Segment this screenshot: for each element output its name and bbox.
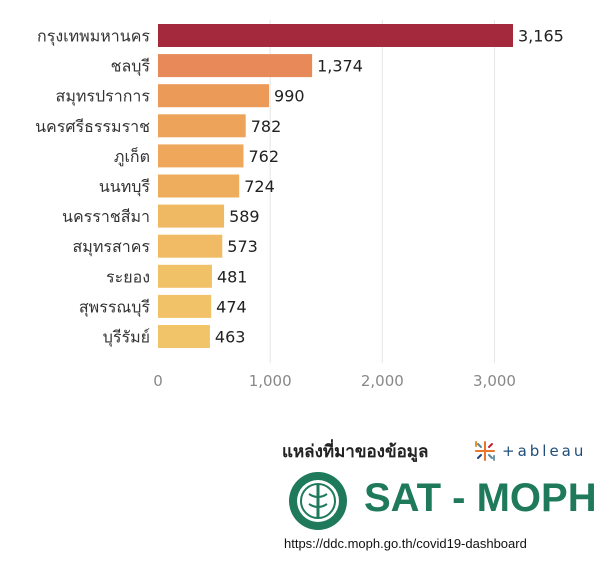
category-label: ชลบุรี <box>111 57 151 77</box>
tableau-wordmark: +ableau <box>502 442 587 460</box>
bar <box>158 114 246 138</box>
value-label: 990 <box>274 87 305 106</box>
data-source-block: แหล่งที่มาของข้อมูล +ableau SAT - MOPH h… <box>272 428 607 558</box>
category-label: ระยอง <box>106 267 150 286</box>
bar-chart: กรุงเทพมหานครชลบุรีสมุทรปราการนครศรีธรรม… <box>35 20 564 390</box>
value-label: 724 <box>244 177 275 196</box>
bar <box>158 174 240 198</box>
value-label: 1,374 <box>317 57 363 76</box>
bar <box>158 204 225 228</box>
moph-seal-icon <box>289 472 347 530</box>
value-label: 481 <box>217 267 248 286</box>
category-label: นครราชสีมา <box>62 207 150 226</box>
gridlines <box>269 20 495 364</box>
bars <box>158 24 513 348</box>
category-label: สมุทรปราการ <box>56 87 151 107</box>
category-label: สมุทรสาคร <box>73 237 151 257</box>
tableau-logo: +ableau <box>472 438 586 464</box>
org-name: SAT - MOPH <box>364 476 597 520</box>
bar <box>158 264 212 288</box>
x-axis-ticks: 0 1,000 2,000 3,000 <box>153 372 516 390</box>
value-label: 474 <box>216 297 247 316</box>
value-label: 762 <box>248 147 279 166</box>
tableau-cross-icon <box>475 441 495 461</box>
category-labels: กรุงเทพมหานครชลบุรีสมุทรปราการนครศรีธรรม… <box>35 27 150 348</box>
category-label: นครศรีธรรมราช <box>35 117 150 136</box>
bar <box>158 24 513 47</box>
bar <box>158 234 223 258</box>
x-tick-label: 1,000 <box>249 372 292 390</box>
x-tick-label: 0 <box>153 372 163 390</box>
value-label: 573 <box>227 237 258 256</box>
category-label: นนทบุรี <box>99 177 151 197</box>
value-label: 463 <box>215 328 246 347</box>
source-url: https://ddc.moph.go.th/covid19-dashboard <box>284 536 527 551</box>
bar <box>158 84 270 108</box>
bar <box>158 54 313 78</box>
value-labels: 3,165 1,374 990 782 762 724 589 573 481 474 463 <box>215 27 564 347</box>
x-tick-label: 2,000 <box>361 372 404 390</box>
category-label: ภูเก็ต <box>114 146 150 167</box>
bar <box>158 294 212 318</box>
value-label: 589 <box>229 207 260 226</box>
source-title: แหล่งที่มาของข้อมูล <box>282 442 429 462</box>
bar <box>158 144 244 168</box>
category-label: สุพรรณบุรี <box>79 297 151 317</box>
category-label: บุรีรัมย์ <box>103 328 150 348</box>
x-tick-label: 3,000 <box>473 372 516 390</box>
category-label: กรุงเทพมหานคร <box>37 27 150 47</box>
bar <box>158 325 210 348</box>
value-label: 3,165 <box>518 27 564 46</box>
value-label: 782 <box>251 117 282 136</box>
